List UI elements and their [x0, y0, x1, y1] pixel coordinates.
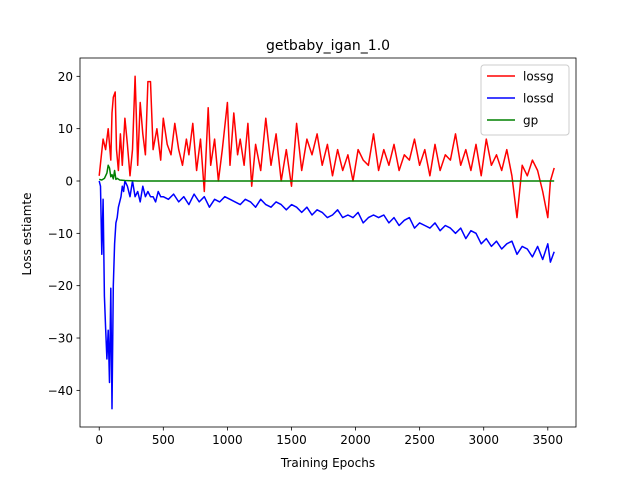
x-axis-label: Training Epochs — [280, 456, 375, 470]
y-tick-label: −40 — [48, 384, 73, 398]
y-tick-label: −10 — [48, 227, 73, 241]
x-tick-label: 2500 — [404, 433, 435, 447]
legend-label-lossd: lossd — [523, 92, 554, 106]
axes-frame — [79, 57, 577, 428]
y-tick-label: 0 — [65, 175, 73, 189]
y-tick-label: 10 — [58, 122, 73, 136]
plot-area — [98, 75, 555, 410]
legend-label-lossg: lossg — [523, 70, 554, 84]
y-tick-label: −30 — [48, 332, 73, 346]
x-tick-label: 500 — [152, 433, 175, 447]
x-tick-label: 3000 — [468, 433, 499, 447]
x-tick-label: 2000 — [340, 433, 371, 447]
chart-title: getbaby_igan_1.0 — [266, 38, 390, 54]
legend-label-gp: gp — [523, 114, 538, 128]
series-line-lossd — [98, 180, 555, 410]
axes: 0 500 1000 1500 2000 2500 3000 3500 −40 −30 −20 −10… — [48, 57, 577, 447]
legend: lossg lossd gp — [480, 64, 570, 136]
x-tick-label: 3500 — [533, 433, 564, 447]
y-tick-label: 20 — [58, 70, 73, 84]
series-line-gp — [99, 164, 555, 182]
y-tick-label: −20 — [48, 279, 73, 293]
series-line-lossg — [98, 75, 555, 219]
x-tick-label: 0 — [95, 433, 103, 447]
legend-box — [480, 64, 570, 136]
y-axis-label: Loss estiamte — [20, 193, 34, 276]
x-tick-label: 1000 — [212, 433, 243, 447]
x-tick-label: 1500 — [276, 433, 307, 447]
